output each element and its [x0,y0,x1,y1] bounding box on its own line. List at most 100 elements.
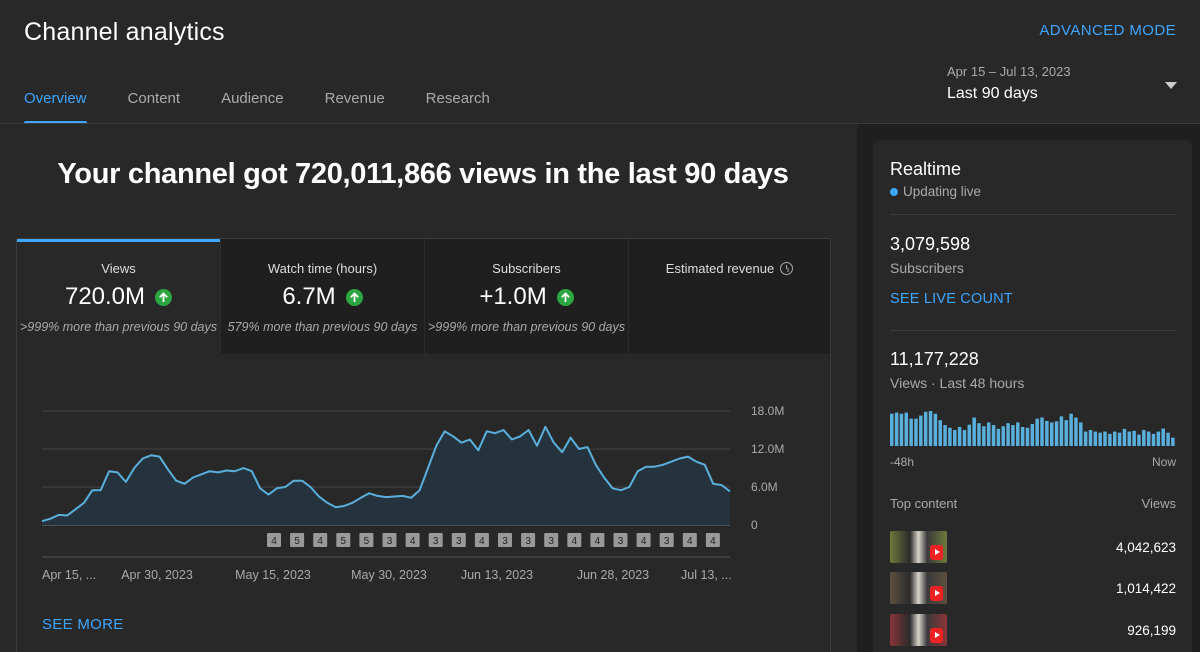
video-marker-count: 4 [317,536,323,547]
video-marker[interactable] [659,533,674,547]
video-marker[interactable] [590,533,605,547]
top-content-item[interactable]: 926,199 [890,614,1176,648]
realtime-bar [1016,422,1020,446]
metric-value-wrap: 720.0M [17,283,220,311]
x-tick-label: Apr 15, ... [42,568,96,582]
video-marker[interactable] [498,533,512,547]
series-area [42,426,730,525]
metric-value: 720.0M [64,283,146,310]
realtime-bar [1093,431,1098,446]
top-content-item[interactable]: 4,042,623 [890,531,1176,565]
date-range-text: Apr 15 – Jul 13, 2023 [947,64,1071,79]
metric-revenue[interactable]: Estimated revenue [629,239,830,354]
realtime-bar [1161,428,1165,446]
realtime-bar [894,412,899,446]
clock-icon [780,262,794,275]
realtime-bar [962,430,967,446]
video-marker[interactable] [428,533,443,547]
metric-value: 6.7M [282,283,336,310]
tab-overview[interactable]: Overview [24,82,87,124]
advanced-mode-button[interactable]: ADVANCED MODE [1039,22,1176,39]
realtime-bar [972,417,976,446]
content-views: 4,042,623 [1115,540,1176,555]
see-live-count-link[interactable]: SEE LIVE COUNT [890,291,1013,307]
realtime-bar [923,411,928,446]
realtime-bar [948,427,952,446]
realtime-bar [1025,427,1030,446]
video-marker[interactable] [405,533,420,547]
video-marker-count: 4 [271,536,277,547]
realtime-bar [1117,432,1122,446]
video-marker[interactable] [567,533,582,547]
tab-bar: Overview Content Audience Revenue Resear… [24,82,531,124]
video-marker-count: 3 [387,536,393,547]
realtime-bar [1166,432,1170,446]
x-tick-label: Apr 30, 2023 [121,568,193,582]
realtime-bar [1020,427,1025,446]
views-column-label: Views [1141,496,1176,511]
tab-audience[interactable]: Audience [221,90,284,107]
video-marker[interactable] [521,533,536,547]
video-marker[interactable] [290,533,305,547]
series-line [41,425,731,523]
realtime-bar [953,430,957,446]
metric-views[interactable]: Views 720.0M >999% more than previous 90… [17,239,221,354]
tab-revenue[interactable]: Revenue [324,90,385,107]
tab-content[interactable]: Content [127,90,181,107]
content-views: 1,014,422 [1115,581,1176,596]
video-marker[interactable] [451,533,466,547]
realtime-bar [1001,426,1005,446]
video-marker[interactable] [336,533,351,547]
date-range-picker[interactable]: Apr 15 – Jul 13, 2023 Last 90 days [947,64,1177,112]
realtime-bar [1064,420,1068,446]
metric-label-text: Estimated revenue [665,261,775,276]
realtime-views-count: 11,177,228 [890,349,979,369]
video-marker-count: 4 [687,536,693,547]
realtime-status-text: Updating live [903,184,982,199]
video-marker[interactable] [267,533,281,547]
trend-up-icon [556,288,574,306]
metric-watch-time[interactable]: Watch time (hours) 6.7M 579% more than p… [221,239,425,354]
realtime-title: Realtime [890,159,962,179]
page-title: Channel analytics [24,18,225,46]
realtime-bar [1151,433,1156,446]
realtime-bar [904,412,909,446]
date-range-label: Last 90 days [947,85,1038,102]
realtime-bar [1049,422,1054,446]
trend-up-icon [155,288,173,306]
x-tick-label: May 30, 2023 [351,568,427,582]
realtime-bar [982,426,986,446]
views-chart: 0 6.0M 12.0M 18.0M 4 5 4 5 5 3 4 3 3 4 3 3 3 4 4 3 4 3 4 4 Apr 1… [41,404,784,582]
video-marker[interactable] [313,533,328,547]
video-marker[interactable] [705,533,720,547]
realtime-bar [938,420,942,446]
tab-research[interactable]: Research [425,90,490,107]
top-content-label: Top content [890,496,958,511]
video-marker-count: 3 [456,536,462,547]
video-marker[interactable] [544,533,559,547]
x-tick-label: Jul 13, ... [681,568,732,582]
video-marker-count: 3 [548,536,554,547]
see-more-link[interactable]: SEE MORE [42,616,124,633]
realtime-bar [943,425,947,446]
video-marker[interactable] [382,533,397,547]
divider [890,330,1176,331]
metric-label: Estimated revenue [629,261,830,276]
metric-compare: 579% more than previous 90 days [227,320,418,334]
video-marker-count: 3 [664,536,670,547]
x-tick-label: Jun 28, 2023 [577,568,649,582]
metric-subscribers[interactable]: Subscribers +1.0M >999% more than previo… [425,239,629,354]
metric-label: Watch time (hours) [267,261,378,276]
y-tick-label: 18.0M [751,404,784,418]
trend-up-icon [345,288,363,306]
divider [890,214,1176,215]
video-marker[interactable] [613,533,628,547]
video-marker[interactable] [474,533,489,547]
realtime-bar [1030,423,1035,446]
top-content-item[interactable]: 1,014,422 [890,572,1176,606]
video-marker[interactable] [682,533,697,547]
realtime-bar [1108,433,1112,446]
video-marker[interactable] [636,533,651,547]
video-marker[interactable] [359,533,374,547]
realtime-bar [1011,425,1015,446]
